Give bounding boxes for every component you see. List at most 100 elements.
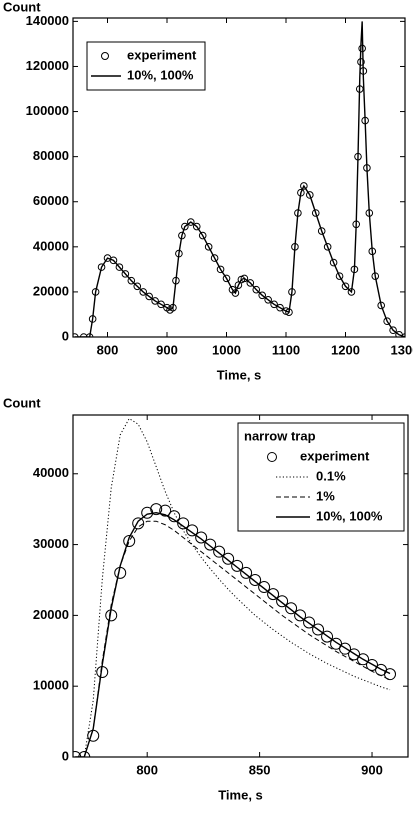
data-point <box>366 658 379 671</box>
y-tick-label: 0 <box>62 748 69 763</box>
data-point <box>258 291 267 300</box>
x-tick-label: 850 <box>249 762 271 777</box>
data-point <box>276 595 289 608</box>
y-tick-label: 20000 <box>33 607 69 622</box>
legend-marker <box>101 52 109 60</box>
data-line <box>75 511 391 757</box>
data-point <box>312 623 325 636</box>
data-line <box>74 21 405 337</box>
legend-box <box>237 422 405 532</box>
x-tick-label: 900 <box>156 342 178 357</box>
data-point <box>195 531 208 544</box>
y-tick-label: 80000 <box>33 148 69 163</box>
y-tick-label: 140000 <box>26 13 69 28</box>
x-tick-label: 1100 <box>272 342 300 357</box>
data-point <box>97 263 106 271</box>
panel: Count Time, s 0 10000 20000 30000 40000 800 850 9… <box>3 395 409 802</box>
data-point <box>303 616 316 629</box>
data-point <box>317 227 326 235</box>
data-point <box>198 231 207 240</box>
plot-frame <box>72 414 409 758</box>
data-point <box>216 265 225 274</box>
data-point <box>231 559 244 572</box>
y-tick-label: 120000 <box>26 58 69 73</box>
data-point <box>270 300 278 309</box>
data-point <box>231 289 240 297</box>
data-point <box>276 303 284 312</box>
data-point <box>145 292 153 301</box>
y-tick-label: 0 <box>62 328 69 343</box>
x-tick-label: 1000 <box>212 342 241 357</box>
data-point <box>151 297 159 305</box>
data-point <box>133 282 142 291</box>
data-point <box>285 602 298 615</box>
plot-frame <box>72 17 406 338</box>
legend-label: 0.1% <box>316 468 346 483</box>
x-tick-label: 1200 <box>331 342 360 357</box>
data-point <box>335 272 344 280</box>
data-point <box>109 256 118 265</box>
data-point <box>123 535 136 548</box>
data-point <box>132 517 145 530</box>
x-tick-label: 800 <box>97 342 119 357</box>
data-point <box>240 274 249 283</box>
data-point <box>389 326 397 335</box>
data-point <box>187 218 195 226</box>
data-line <box>75 417 391 757</box>
data-point <box>73 751 82 757</box>
legend-title: narrow trap <box>244 428 316 443</box>
data-point <box>121 270 130 278</box>
legend-label: 1% <box>316 488 335 503</box>
y-tick-label: 100000 <box>26 103 69 118</box>
y-tick-label: 20000 <box>33 283 69 298</box>
data-point <box>249 573 262 586</box>
data-point <box>321 630 334 643</box>
legend-label: 10%, 100% <box>316 508 383 523</box>
data-line <box>75 520 391 757</box>
data-point <box>127 276 136 285</box>
data-point <box>181 222 189 231</box>
data-point <box>240 566 253 579</box>
data-point <box>323 243 332 251</box>
data-point <box>204 538 217 551</box>
data-point <box>384 668 397 681</box>
data-point <box>357 653 370 666</box>
data-point <box>213 545 226 558</box>
x-axis-label: Time, s <box>217 367 262 382</box>
data-point <box>246 279 255 287</box>
y-tick-label: 30000 <box>33 536 69 551</box>
data-point <box>204 243 213 251</box>
y-axis-label: Count <box>3 0 41 14</box>
data-point <box>73 333 79 337</box>
data-point <box>264 296 272 304</box>
data-point <box>341 282 350 291</box>
y-tick-label: 10000 <box>33 678 69 693</box>
data-point <box>383 317 391 326</box>
y-tick-label: 60000 <box>33 193 69 208</box>
panel: Count Time, s 0 20000 40000 60000 80000 100000 1… <box>3 0 413 382</box>
legend-label: experiment <box>127 47 197 62</box>
data-point <box>186 524 199 537</box>
data-point <box>222 274 231 283</box>
data-point <box>157 300 165 309</box>
data-point <box>115 263 124 271</box>
x-tick-label: 800 <box>136 762 158 777</box>
data-point <box>139 288 148 296</box>
data-point <box>311 209 320 217</box>
data-point <box>306 191 314 199</box>
x-tick-label: 1300 <box>391 342 413 357</box>
y-axis-label: Count <box>3 395 41 410</box>
data-point <box>294 609 307 622</box>
legend-label: experiment <box>300 448 370 463</box>
data-point <box>329 258 338 267</box>
data-point <box>267 588 280 601</box>
plot-area <box>73 21 405 337</box>
data-point <box>192 222 201 231</box>
data-point <box>79 333 88 337</box>
data-point <box>150 503 163 516</box>
data-point <box>339 642 352 655</box>
x-tick-label: 900 <box>361 762 383 777</box>
data-point <box>210 254 219 262</box>
legend-label: 10%, 100% <box>127 67 194 82</box>
